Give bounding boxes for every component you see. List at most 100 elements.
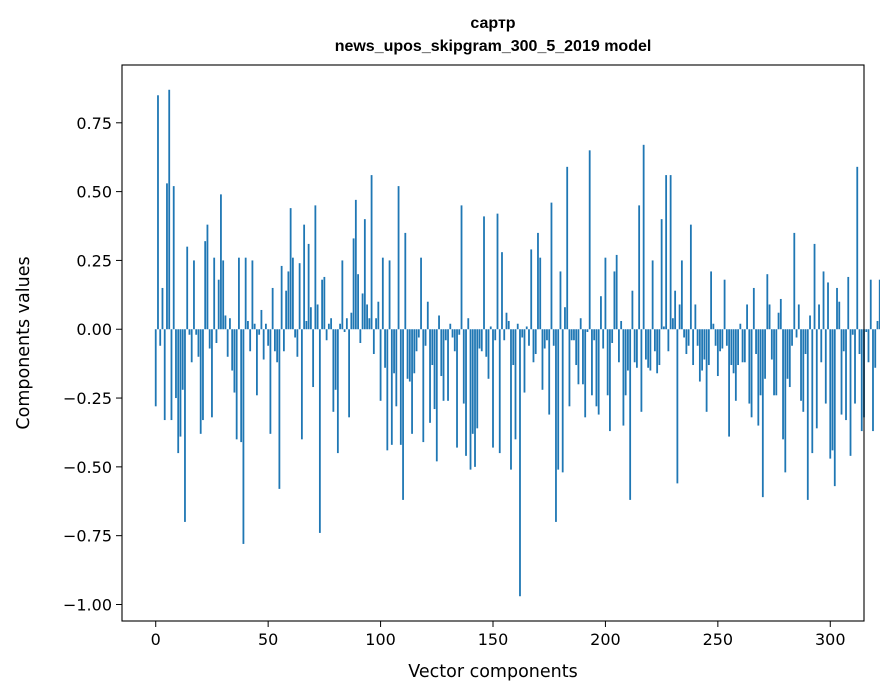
bar (417, 329, 420, 338)
bar (827, 282, 829, 330)
bar (345, 318, 348, 330)
bar (694, 304, 697, 330)
bar (305, 320, 308, 330)
bar (725, 329, 728, 346)
bar (388, 260, 391, 330)
bar (456, 329, 458, 448)
bar (793, 232, 796, 330)
bar (723, 279, 726, 330)
bar (680, 260, 683, 330)
bar (611, 329, 614, 343)
y-tick-label: −0.25 (63, 389, 112, 408)
bar (856, 166, 859, 330)
bar (193, 260, 195, 330)
bar (746, 304, 748, 330)
bar (179, 329, 182, 437)
bar (397, 186, 400, 330)
bar (597, 329, 600, 415)
bar (325, 329, 328, 341)
bar (525, 326, 528, 330)
bar (220, 194, 222, 330)
bar (860, 329, 863, 432)
bar (555, 329, 557, 522)
x-tick-label: 50 (258, 630, 278, 649)
bar (651, 260, 654, 330)
bar (606, 329, 609, 396)
bar (496, 213, 499, 330)
bar (168, 89, 171, 330)
bar (386, 329, 389, 451)
bar (238, 257, 240, 330)
bar (460, 205, 463, 330)
bar (676, 329, 679, 484)
bar (453, 329, 456, 352)
plot-frame (121, 64, 865, 622)
bar (280, 265, 283, 330)
bar (710, 271, 712, 330)
bar (422, 329, 425, 443)
bar (309, 307, 312, 330)
bar (775, 329, 778, 396)
bar (411, 329, 413, 434)
bar (685, 329, 688, 355)
bar (593, 329, 596, 341)
bar (393, 329, 395, 374)
bar (278, 329, 281, 489)
bar (840, 329, 843, 415)
bar (483, 216, 485, 330)
bar (813, 243, 816, 330)
bar (206, 224, 209, 330)
bar (269, 329, 272, 434)
bar (822, 271, 825, 330)
bar (869, 279, 872, 330)
bar (687, 329, 690, 346)
bar (415, 329, 418, 352)
bar (557, 329, 560, 470)
bar (811, 329, 814, 454)
bar (842, 329, 845, 352)
bar (489, 326, 492, 330)
bar (640, 329, 643, 412)
bar (845, 329, 847, 421)
bar (692, 329, 695, 366)
bar (600, 296, 602, 330)
bar (568, 329, 571, 407)
bar (683, 329, 686, 338)
bar (462, 329, 465, 404)
bar (215, 329, 218, 343)
bar (741, 329, 744, 363)
bar (671, 318, 674, 330)
bar (739, 323, 742, 330)
bar (384, 329, 386, 368)
bar (172, 186, 175, 330)
bar (291, 257, 294, 330)
bar (451, 329, 454, 338)
bar (188, 329, 191, 335)
bar (402, 329, 404, 500)
bar (442, 329, 445, 401)
bar (865, 329, 868, 332)
bar (613, 271, 616, 330)
bar (809, 315, 811, 330)
bar (514, 329, 517, 440)
bar (797, 304, 800, 330)
y-tick-label: −0.75 (63, 527, 112, 546)
bar (773, 329, 775, 396)
bar (669, 175, 672, 330)
x-axis-ticks: 0 50 100 150 200 250 300 (151, 621, 846, 649)
bar (399, 329, 402, 445)
bar (404, 232, 407, 330)
bar (323, 276, 326, 330)
bar (348, 329, 350, 418)
bar (321, 279, 324, 330)
bar-series (154, 89, 880, 597)
bar (766, 274, 769, 330)
bar (584, 329, 587, 418)
bar (213, 257, 216, 330)
bar (743, 329, 746, 363)
bar (501, 252, 503, 330)
bar (449, 323, 452, 330)
bar (476, 329, 479, 429)
bar (240, 329, 243, 443)
y-tick-label: 0.00 (76, 320, 112, 339)
